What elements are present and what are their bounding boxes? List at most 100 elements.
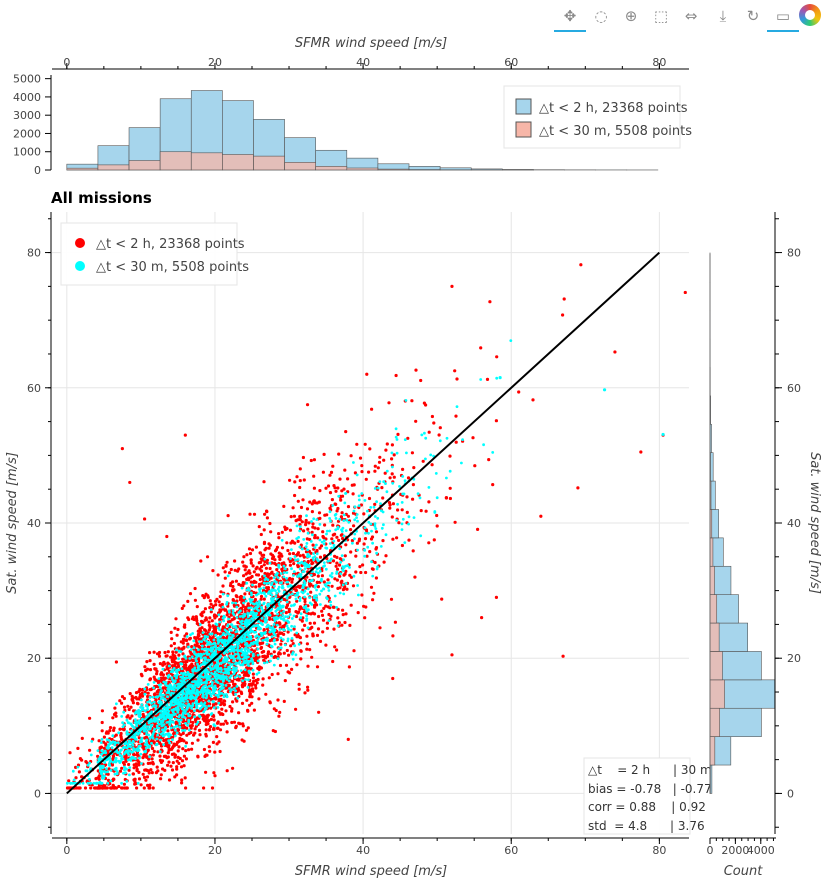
data-point-30m — [342, 593, 345, 596]
hover-icon[interactable]: ▭ — [771, 5, 795, 27]
data-point-30m — [212, 673, 215, 676]
data-point-2h — [375, 530, 378, 533]
data-point-30m — [287, 615, 290, 618]
data-point-30m — [295, 598, 298, 601]
data-point-2h — [343, 469, 346, 472]
data-point-2h — [177, 654, 180, 657]
data-point-2h — [247, 726, 250, 729]
data-point-30m — [199, 708, 202, 711]
wheel-zoom-icon[interactable]: ⇔ — [679, 5, 703, 27]
data-point-2h — [387, 401, 390, 404]
data-point-2h — [486, 378, 489, 381]
data-point-30m — [202, 681, 205, 684]
data-point-30m — [325, 533, 328, 536]
data-point-30m — [217, 702, 220, 705]
data-point-30m — [232, 657, 235, 660]
data-point-30m — [367, 532, 370, 535]
data-point-2h — [143, 517, 146, 520]
data-point-30m — [105, 767, 108, 770]
data-point-2h — [152, 753, 155, 756]
data-point-30m — [263, 575, 266, 578]
data-point-2h — [93, 786, 96, 789]
data-point-2h — [135, 786, 138, 789]
data-point-2h — [268, 700, 271, 703]
data-point-2h — [412, 483, 415, 486]
data-point-2h — [303, 691, 306, 694]
data-point-30m — [92, 782, 95, 785]
data-point-2h — [137, 690, 140, 693]
data-point-30m — [284, 644, 287, 647]
data-point-2h — [378, 461, 381, 464]
data-point-2h — [276, 698, 279, 701]
data-point-30m — [292, 658, 295, 661]
data-point-2h — [245, 553, 248, 556]
data-point-2h — [183, 623, 186, 626]
data-point-2h — [344, 543, 347, 546]
data-point-2h — [393, 453, 396, 456]
pan-tool-icon[interactable]: ✥ — [558, 5, 582, 27]
data-point-2h — [391, 515, 394, 518]
data-point-30m — [224, 665, 227, 668]
data-point-30m — [152, 686, 155, 689]
data-point-2h — [454, 415, 457, 418]
data-point-2h — [257, 678, 260, 681]
bokeh-logo-icon[interactable] — [799, 4, 821, 26]
data-point-30m — [391, 452, 394, 455]
data-point-30m — [356, 474, 359, 477]
data-point-2h — [171, 660, 174, 663]
data-point-2h — [103, 736, 106, 739]
data-point-30m — [299, 525, 302, 528]
top-bar-30m — [191, 153, 222, 170]
data-point-30m — [204, 658, 207, 661]
data-point-2h — [278, 623, 281, 626]
data-point-2h — [256, 681, 259, 684]
data-point-2h — [258, 525, 261, 528]
data-point-2h — [291, 578, 294, 581]
data-point-2h — [263, 598, 266, 601]
data-point-2h — [318, 547, 321, 550]
data-point-2h — [241, 584, 244, 587]
data-point-2h — [293, 515, 296, 518]
box-zoom-icon[interactable]: ⊕ — [619, 5, 643, 27]
lasso-select-icon[interactable]: ◌ — [589, 5, 613, 27]
data-point-2h — [153, 740, 156, 743]
data-point-2h — [208, 745, 211, 748]
box-select-icon[interactable]: ⬚ — [649, 5, 673, 27]
data-point-30m — [205, 640, 208, 643]
data-point-2h — [316, 536, 319, 539]
data-point-2h — [395, 374, 398, 377]
data-point-2h — [297, 500, 300, 503]
data-point-30m — [357, 594, 360, 597]
data-point-30m — [283, 565, 286, 568]
data-point-30m — [303, 596, 306, 599]
data-point-30m — [342, 527, 345, 530]
legend-swatch-2h — [516, 99, 531, 114]
data-point-30m — [273, 664, 276, 667]
data-point-2h — [563, 297, 566, 300]
data-point-2h — [322, 471, 325, 474]
data-point-2h — [306, 528, 309, 531]
data-point-2h — [243, 592, 246, 595]
data-point-30m — [144, 750, 147, 753]
data-point-2h — [94, 777, 97, 780]
data-point-2h — [310, 656, 313, 659]
data-point-2h — [182, 638, 185, 641]
data-point-2h — [367, 471, 370, 474]
data-point-30m — [228, 633, 231, 636]
data-point-2h — [271, 673, 274, 676]
data-point-2h — [332, 628, 335, 631]
data-point-2h — [411, 498, 414, 501]
data-point-2h — [305, 648, 308, 651]
data-point-2h — [218, 610, 221, 613]
data-point-2h — [113, 727, 116, 730]
data-point-2h — [267, 542, 270, 545]
data-point-30m — [211, 678, 214, 681]
save-icon[interactable]: ⤓ — [711, 5, 735, 27]
reset-icon[interactable]: ↻ — [741, 5, 765, 27]
data-point-2h — [192, 616, 195, 619]
data-point-2h — [449, 497, 452, 500]
data-point-2h — [164, 677, 167, 680]
data-point-2h — [422, 460, 425, 463]
